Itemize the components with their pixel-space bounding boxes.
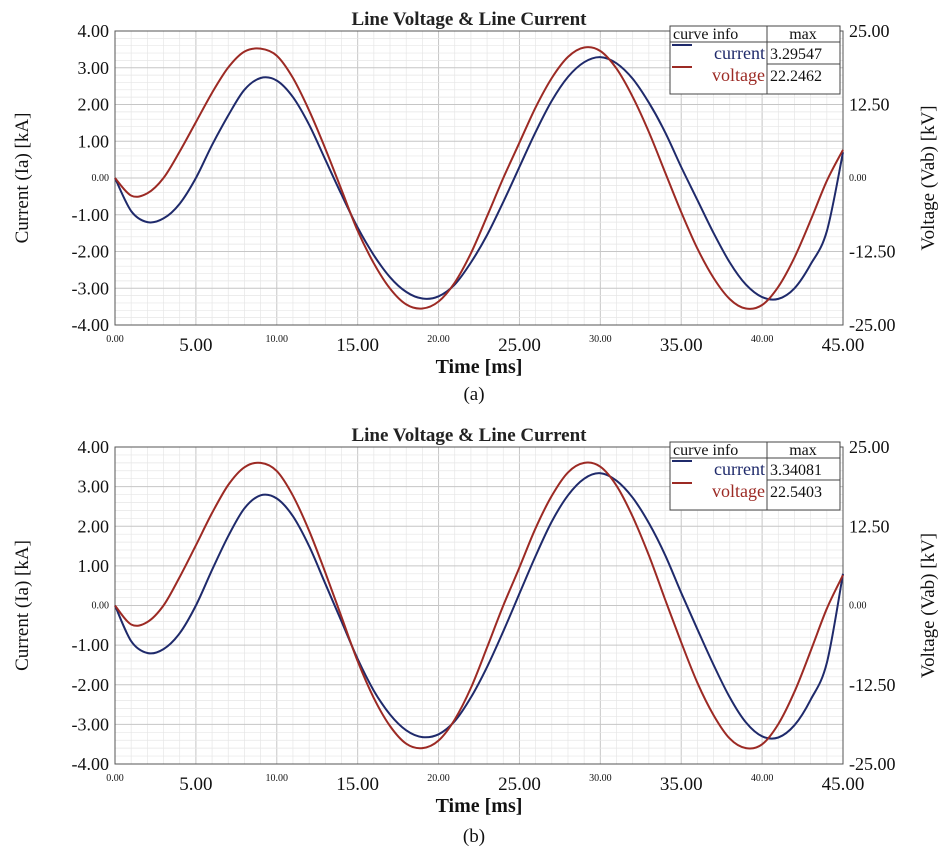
y-tick-label: 3.00 [78,58,110,78]
y-tick-label: 0.00 [92,173,110,184]
x-tick-label: 25.00 [498,774,541,795]
y2-tick-label: 12.50 [849,516,890,536]
y-tick-label: 4.00 [78,21,110,41]
y-axis-label: Current (Ia) [kA] [12,113,33,244]
legend-box [669,441,841,511]
y-tick-label: -4.00 [72,315,110,335]
y-tick-label: 2.00 [78,95,110,115]
legend-max-voltage: 22.2462 [770,68,822,85]
y2-tick-label: -25.00 [849,754,896,774]
legend-header-max: max [789,26,817,43]
y2-tick-label: 12.50 [849,95,890,115]
series-current-line [114,472,844,740]
legend-box [669,25,841,95]
y-tick-label: -3.00 [72,278,110,298]
x-tick-label: 40.00 [751,334,774,345]
x-tick-label: 15.00 [336,335,379,356]
x-tick-label: 15.00 [336,774,379,795]
legend-label-current: current [714,459,765,479]
y-axis-label: Current (Ia) [kA] [12,540,33,671]
x-axis-label: Time [ms] [436,795,523,817]
x-tick-label: 10.00 [266,773,289,784]
y-tick-label: -2.00 [72,675,110,695]
y2-tick-label: -12.50 [849,675,896,695]
x-tick-label: 10.00 [266,334,289,345]
x-axis-label: Time [ms] [436,356,523,378]
legend-max-current: 3.34081 [770,462,822,479]
x-tick-label: 45.00 [822,774,865,795]
chart-panel-b: 0.00 5.00 10.00 15.00 20.00 25.00 30.00 35.00 40… [12,425,939,847]
x-tick-label: 30.00 [589,334,612,345]
x-tick-label: 25.00 [498,335,541,356]
legend-header-curve-info: curve info [673,26,738,43]
legend-label-voltage: voltage [712,65,765,85]
series-current-line [114,56,844,301]
x-tick-label: 20.00 [427,773,450,784]
x-tick-label: 5.00 [179,335,212,356]
chart-panel-a: 0.00 5.00 10.00 15.00 20.00 25.00 30.00 35.00 40… [12,9,939,405]
y-tick-label: 1.00 [78,131,110,151]
y-tick-label: -3.00 [72,714,110,734]
legend-label-voltage: voltage [712,481,765,501]
y-tick-label: 4.00 [78,437,110,457]
legend-header-curve-info: curve info [673,442,738,459]
legend-header-max: max [789,442,817,459]
legend-label-current: current [714,43,765,63]
x-tick-label: 40.00 [751,773,774,784]
x-tick-label: 0.00 [106,334,124,345]
legend-max-voltage: 22.5403 [770,484,822,501]
y-tick-label: -1.00 [72,635,110,655]
y-tick-label: 0.00 [92,601,110,612]
x-tick-label: 20.00 [427,334,450,345]
y2-tick-label: 25.00 [849,21,890,41]
x-tick-label: 0.00 [106,773,124,784]
legend: curve info max current 3.29547 voltage 22.246… [669,25,841,95]
y-tick-label: -1.00 [72,205,110,225]
y-tick-label: 1.00 [78,556,110,576]
y-tick-label: 2.00 [78,516,110,536]
chart-title: Line Voltage & Line Current [351,9,587,30]
legend: curve info max current 3.34081 voltage 22.540… [669,441,841,511]
y-tick-label: -2.00 [72,242,110,262]
y2-tick-label: -25.00 [849,315,896,335]
y2-tick-label: 0.00 [849,601,867,612]
y2-tick-label: -12.50 [849,242,896,262]
panel-caption: (b) [463,826,485,847]
series-voltage-line [114,46,844,310]
x-tick-label: 5.00 [179,774,212,795]
panel-caption: (a) [463,384,484,405]
y-tick-label: -4.00 [72,754,110,774]
grid [114,30,844,326]
x-tick-label: 45.00 [822,335,865,356]
y2-axis-label: Voltage (Vab) [kV] [918,105,939,250]
x-tick-label: 35.00 [660,335,703,356]
y2-tick-label: 25.00 [849,437,890,457]
y-tick-label: 3.00 [78,477,110,497]
series-voltage-line [114,461,844,750]
x-tick-label: 30.00 [589,773,612,784]
chart-title: Line Voltage & Line Current [351,425,587,446]
x-tick-label: 35.00 [660,774,703,795]
legend-max-current: 3.29547 [770,46,822,63]
y2-axis-label: Voltage (Vab) [kV] [918,533,939,678]
y2-tick-label: 0.00 [849,173,867,184]
